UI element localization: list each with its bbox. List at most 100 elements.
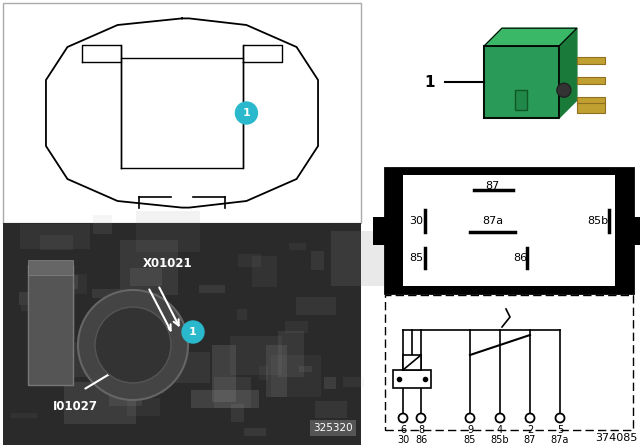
Bar	[296, 297, 336, 315]
Bar	[577, 103, 605, 113]
Text: 85: 85	[409, 253, 423, 263]
Circle shape	[495, 414, 504, 422]
Bar	[3, 223, 361, 445]
Bar	[577, 57, 605, 64]
Bar	[343, 377, 364, 387]
Bar	[244, 428, 266, 436]
Bar	[91, 356, 118, 371]
Text: 2: 2	[527, 425, 533, 435]
Text: 6: 6	[400, 425, 406, 435]
Circle shape	[95, 307, 171, 383]
Text: 1: 1	[189, 327, 197, 337]
Polygon shape	[46, 18, 318, 207]
Bar	[259, 366, 268, 380]
Bar	[20, 224, 90, 249]
Bar	[393, 370, 431, 388]
Bar	[120, 319, 147, 330]
Bar	[285, 321, 308, 333]
Text: 374085: 374085	[596, 433, 638, 443]
Text: 1: 1	[424, 75, 435, 90]
Bar	[403, 355, 421, 370]
Bar	[252, 256, 276, 287]
Bar	[50, 276, 78, 289]
Bar	[385, 295, 633, 430]
Bar	[278, 331, 304, 376]
Text: 8: 8	[418, 425, 424, 435]
Bar	[180, 324, 200, 329]
Circle shape	[78, 290, 188, 400]
Bar	[271, 355, 321, 396]
Bar	[73, 342, 125, 377]
Text: 85: 85	[464, 435, 476, 445]
Bar	[95, 345, 123, 353]
Bar	[212, 345, 236, 402]
Bar	[331, 231, 408, 286]
Text: I01027: I01027	[52, 400, 97, 413]
Bar	[214, 377, 252, 408]
Circle shape	[399, 414, 408, 422]
Bar	[53, 284, 75, 340]
Bar	[324, 377, 336, 389]
Circle shape	[417, 414, 426, 422]
Bar	[385, 168, 633, 293]
Text: 86: 86	[513, 253, 527, 263]
Text: 1: 1	[243, 108, 250, 118]
Bar	[40, 235, 73, 250]
Polygon shape	[243, 45, 282, 62]
Circle shape	[182, 321, 204, 343]
Text: 87: 87	[524, 435, 536, 445]
Text: 30: 30	[409, 215, 423, 225]
Bar	[136, 211, 200, 253]
Bar	[12, 414, 37, 418]
Bar	[266, 345, 287, 397]
Bar	[141, 352, 210, 383]
Bar	[93, 215, 111, 234]
Bar	[92, 289, 121, 297]
Bar	[136, 293, 161, 306]
Circle shape	[236, 102, 257, 124]
Bar	[232, 404, 244, 422]
Bar	[68, 275, 87, 293]
Circle shape	[557, 83, 571, 97]
Bar	[109, 389, 142, 406]
Bar	[577, 77, 605, 84]
Bar	[64, 382, 136, 424]
Text: 85b: 85b	[491, 435, 509, 445]
Polygon shape	[559, 28, 577, 118]
Circle shape	[465, 414, 474, 422]
Text: 85b: 85b	[587, 215, 608, 225]
Polygon shape	[121, 58, 243, 168]
Text: 87: 87	[486, 181, 500, 191]
Bar	[385, 3, 633, 168]
Bar	[515, 90, 527, 110]
Text: 9: 9	[467, 425, 473, 435]
Bar	[153, 383, 164, 393]
Bar	[237, 254, 260, 267]
Polygon shape	[82, 45, 121, 62]
Bar	[21, 305, 42, 311]
Bar	[299, 366, 312, 372]
Text: 325320: 325320	[314, 423, 353, 433]
Text: 5: 5	[557, 425, 563, 435]
Text: 4: 4	[497, 425, 503, 435]
Text: 30: 30	[397, 435, 409, 445]
Bar	[28, 260, 73, 275]
Bar	[127, 398, 159, 416]
Bar	[311, 251, 324, 270]
Bar	[373, 216, 387, 245]
Bar	[237, 309, 248, 319]
Bar	[484, 46, 559, 118]
Circle shape	[556, 414, 564, 422]
Bar	[403, 175, 615, 286]
Circle shape	[525, 414, 534, 422]
Text: X01021: X01021	[143, 257, 193, 270]
Bar	[631, 216, 640, 245]
Bar	[120, 240, 178, 295]
Text: 87a: 87a	[482, 215, 503, 225]
Bar	[3, 3, 361, 223]
Polygon shape	[484, 28, 577, 46]
Bar	[28, 265, 73, 385]
Bar	[157, 262, 188, 267]
Text: 87a: 87a	[551, 435, 569, 445]
Bar	[19, 293, 35, 305]
